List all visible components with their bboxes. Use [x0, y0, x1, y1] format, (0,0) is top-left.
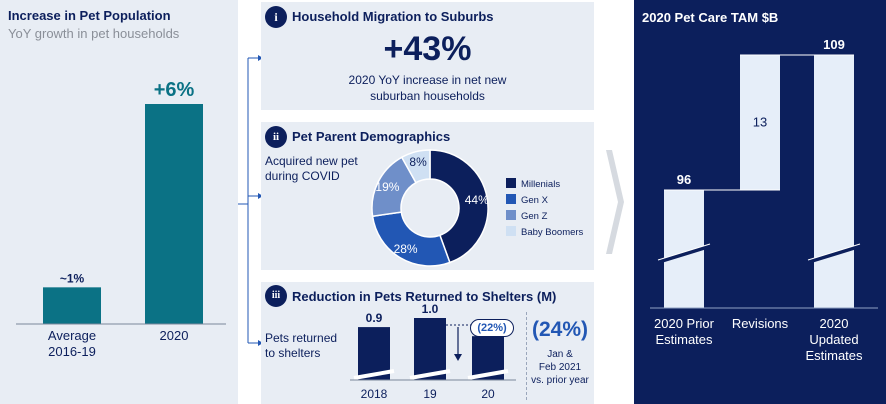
tam-category-label-2-0: 2020 — [820, 316, 849, 331]
shelters-big-caption-2: Feb 2021 — [538, 362, 582, 373]
tam-value-label-0: 96 — [677, 172, 691, 187]
migration-caption-2: suburban households — [370, 89, 485, 103]
pet-population-title: Increase in Pet Population — [8, 8, 171, 23]
migration-panel — [261, 2, 594, 110]
population-category-label-0-0: Average — [48, 328, 96, 343]
donut-legend-label-1: Gen X — [521, 195, 549, 206]
donut-value-label-0: 44% — [465, 193, 489, 207]
tam-category-label-1-0: Revisions — [732, 316, 789, 331]
donut-slice-0 — [429, 149, 489, 264]
migration-big-value: +43% — [383, 30, 472, 68]
shelter-bar-break-0 — [353, 369, 395, 380]
shelters-title: Reduction in Pets Returned to Shelters (… — [292, 289, 557, 304]
migration-title: Household Migration to Suburbs — [292, 9, 494, 24]
tam-title: 2020 Pet Care TAM $B — [642, 10, 779, 25]
demographics-note-1: Acquired new pet — [265, 154, 358, 168]
tam-bar-break-2 — [807, 244, 861, 264]
shelter-value-label-1: 1.0 — [422, 302, 439, 316]
tam-category-label-0-1: Estimates — [655, 332, 713, 347]
shelters-badge: iii — [265, 285, 287, 307]
pet-population-subtitle: YoY growth in pet households — [8, 26, 180, 41]
migration-badge: i — [265, 6, 287, 28]
donut-legend-label-0: Millenials — [521, 179, 560, 190]
demographics-note-2: during COVID — [265, 169, 340, 183]
population-category-label-0-1: 2016-19 — [48, 344, 96, 359]
shelters-note-2: to shelters — [265, 346, 321, 360]
donut-slice-1 — [371, 211, 451, 267]
donut-legend-swatch-1 — [506, 194, 516, 204]
shelters-change-bubble: (22%) — [470, 319, 514, 337]
shelters-big-caption-3: vs. prior year — [531, 375, 589, 386]
tam-bar-break-line-2 — [807, 243, 861, 261]
tam-category-label-0-0: 2020 Prior — [654, 316, 715, 331]
donut-value-label-3: 8% — [409, 155, 427, 169]
section-chevron — [606, 150, 624, 254]
donut-value-label-1: 28% — [394, 242, 418, 256]
donut-legend-label-3: Baby Boomers — [521, 227, 584, 238]
shelters-separator — [526, 312, 527, 400]
tam-category-label-2-2: Estimates — [805, 348, 863, 363]
shelter-change-arrowhead — [454, 354, 462, 361]
population-bar-0 — [43, 287, 101, 324]
shelter-value-label-0: 0.9 — [366, 311, 383, 325]
population-value-label-0: ~1% — [60, 271, 85, 285]
tam-bar-2 — [814, 55, 854, 308]
donut-legend-swatch-2 — [506, 210, 516, 220]
donut-slice-3 — [400, 149, 431, 184]
tam-bar-1 — [740, 55, 780, 190]
tam-value-label-1: 13 — [753, 115, 767, 130]
migration-caption-1: 2020 YoY increase in net new — [348, 73, 507, 87]
tam-value-label-2: 109 — [823, 37, 845, 52]
connector-bracket — [238, 55, 263, 346]
tam-category-label-2-1: Updated — [809, 332, 858, 347]
population-value-label-1: +6% — [154, 79, 195, 101]
demographics-badge: ii — [265, 126, 287, 148]
demographics-title: Pet Parent Demographics — [292, 129, 451, 144]
shelter-category-label-2: 20 — [481, 387, 495, 401]
shelter-category-label-0: 2018 — [361, 387, 388, 401]
shelter-bar-1 — [414, 318, 446, 380]
shelters-big-change: (24%) — [531, 318, 589, 341]
donut-legend-swatch-0 — [506, 178, 516, 188]
population-category-label-1-0: 2020 — [160, 328, 189, 343]
donut-legend-label-2: Gen Z — [521, 211, 548, 222]
shelter-category-label-1: 19 — [423, 387, 437, 401]
shelter-bar-break-2 — [467, 369, 509, 380]
donut-legend-swatch-3 — [506, 226, 516, 236]
population-bar-1 — [145, 104, 203, 324]
shelter-bar-break-1 — [409, 369, 451, 380]
tam-bar-break-0 — [657, 244, 711, 264]
shelters-note-1: Pets returned — [265, 331, 338, 345]
tam-bar-break-line-0 — [657, 243, 711, 261]
shelters-big-caption-1: Jan & — [547, 349, 573, 360]
donut-value-label-2: 19% — [375, 180, 399, 194]
